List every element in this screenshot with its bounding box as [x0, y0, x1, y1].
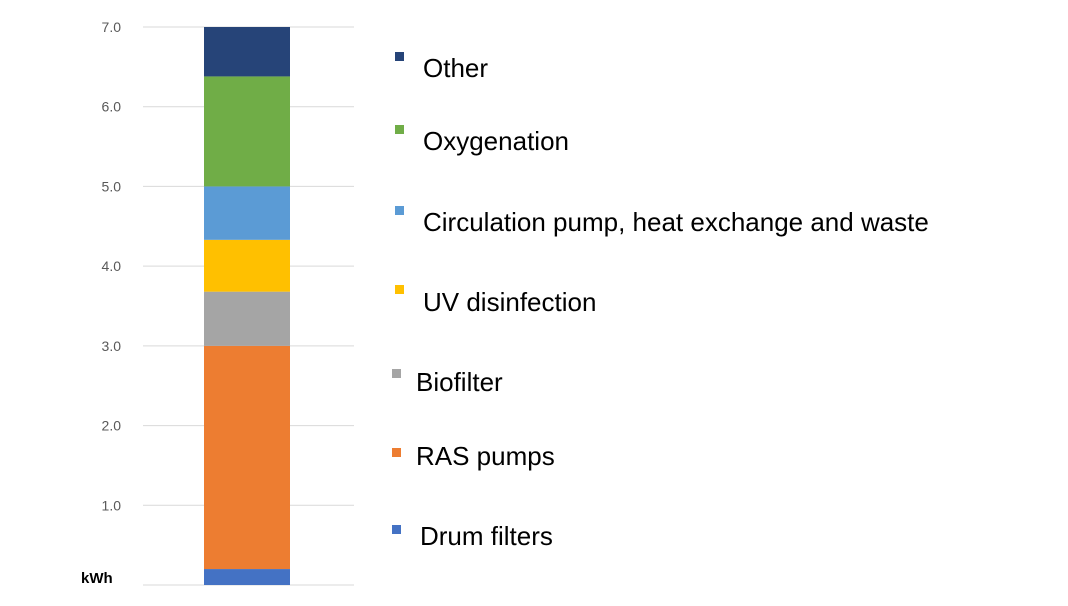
- legend-swatch: [392, 369, 401, 378]
- legend-item-other: Other: [395, 52, 488, 83]
- legend-label: Biofilter: [416, 367, 503, 397]
- y-tick-label: 1.0: [102, 497, 122, 513]
- legend-item-oxygenation: Oxygenation: [395, 125, 569, 156]
- bar-segment-circulation-pump-heat-exchange-and-waste: [204, 186, 290, 240]
- legend-swatch: [395, 52, 404, 61]
- legend-item-biofilter: Biofilter: [392, 367, 503, 397]
- legend-swatch: [392, 525, 401, 534]
- legend-swatch: [395, 206, 404, 215]
- bar-segment-uv-disinfection: [204, 239, 290, 292]
- bar-segment-biofilter: [204, 291, 290, 346]
- legend-label: Drum filters: [420, 521, 553, 551]
- legend-label: Other: [423, 53, 488, 83]
- legend-label: UV disinfection: [423, 287, 596, 317]
- legend-item-uv-disinfection: UV disinfection: [395, 285, 596, 317]
- bar-segment-ras-pumps: [204, 345, 290, 570]
- bar-segment-oxygenation: [204, 76, 290, 187]
- legend-label: RAS pumps: [416, 441, 555, 471]
- y-tick-label: 6.0: [102, 99, 122, 115]
- bar-segment-drum-filters: [204, 569, 290, 585]
- y-tick-label: 2.0: [102, 418, 122, 434]
- legend: Other Oxygenation Circulation pump, heat e…: [392, 52, 929, 551]
- y-axis-ticks: 1.0 2.0 3.0 4.0 5.0 6.0 7.0: [102, 19, 122, 513]
- legend-item-drum-filters: Drum filters: [392, 521, 553, 551]
- stacked-bar: [204, 27, 290, 585]
- y-tick-label: 7.0: [102, 19, 122, 35]
- bar-segment-other: [204, 27, 290, 77]
- y-axis-label: kWh: [81, 570, 113, 587]
- legend-swatch: [395, 285, 404, 294]
- legend-label: Circulation pump, heat exchange and wast…: [423, 207, 929, 237]
- legend-item-ras-pumps: RAS pumps: [392, 441, 555, 471]
- y-tick-label: 3.0: [102, 338, 122, 354]
- legend-item-circulation-pump-heat-exchange-and-waste: Circulation pump, heat exchange and wast…: [395, 206, 929, 237]
- legend-swatch: [395, 125, 404, 134]
- legend-label: Oxygenation: [423, 126, 569, 156]
- legend-swatch: [392, 448, 401, 457]
- y-tick-label: 4.0: [102, 258, 122, 274]
- y-tick-label: 5.0: [102, 178, 122, 194]
